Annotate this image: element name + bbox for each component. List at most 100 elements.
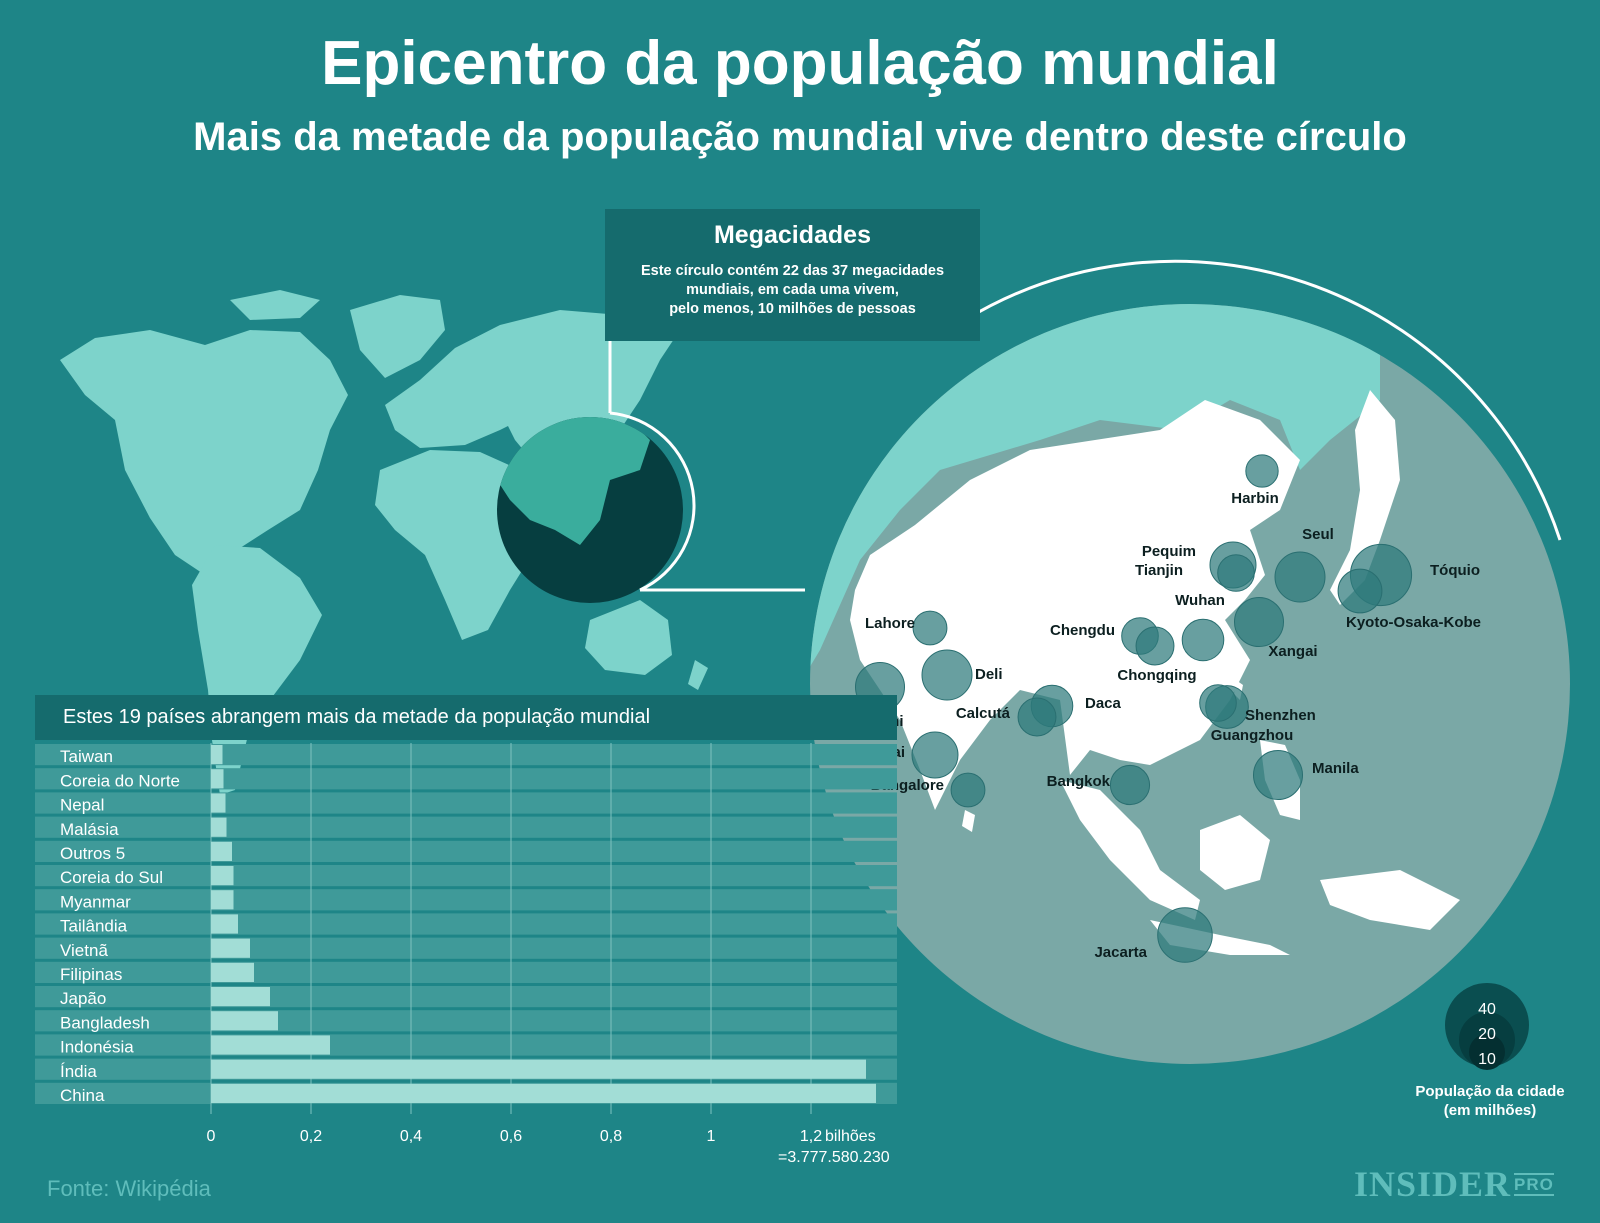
bar-tailandia [211,914,238,934]
city-label-manila: Manila [1312,760,1359,777]
bar-china [211,1083,876,1103]
x-tick-label: 0,2 [300,1128,322,1145]
bar-outros-5 [211,841,232,861]
city-label-guangzhou: Guangzhou [1211,727,1294,744]
bar-myanmar [211,890,234,910]
city-label-pequim: Pequim [1142,543,1196,560]
bar-label-coreia-do-sul: Coreia do Sul [60,868,163,887]
x-tick-label: 1 [707,1128,716,1145]
bar-india [211,1059,866,1079]
logo-sup: PRO [1514,1173,1554,1196]
city-label-chongqing: Chongqing [1117,667,1196,684]
bar-filipinas [211,962,254,982]
zoom-circle-japan [1330,390,1400,605]
bar-label-filipinas: Filipinas [60,965,122,984]
australia-shape [585,600,672,675]
bar-coreia-do-norte [211,769,224,789]
page-title: Epicentro da população mundial [321,29,1279,98]
size-legend-label-1: População da cidade [1415,1083,1564,1100]
city-bubble-harbin [1245,454,1279,488]
city-bubble-tianjin [1217,554,1255,592]
city-label-tianjin: Tianjin [1135,562,1183,579]
city-bubble-deli [921,649,973,701]
bar-row-band [35,986,897,1008]
city-label-deli: Deli [975,666,1003,683]
bar-row-band [35,937,897,959]
city-label-calcuta: Calcutá [956,705,1011,722]
zoom-circle-asia-land [850,400,1300,810]
megacities-text-line1: Este círculo contém 22 das 37 megacidade… [640,263,945,279]
bar-row-band [35,1010,897,1032]
megacities-text-line3: pelo menos, 10 milhões de pessoas [669,301,916,317]
bar-row-band [35,913,897,935]
page-subtitle: Mais da metade da população mundial vive… [193,115,1407,159]
x-tick-label: 0,6 [500,1128,522,1145]
focus-circle-land-small [497,417,650,545]
bar-malasia [211,817,227,837]
bar-indonesia [211,1035,330,1055]
bar-label-tailandia: Tailândia [60,917,128,936]
bar-row-band [35,792,897,814]
bar-label-taiwan: Taiwan [60,747,113,766]
bar-label-japao: Japão [60,989,106,1008]
bar-row-band [35,961,897,983]
megacities-text: Este círculo contém 22 das 37 megacidade… [605,262,980,319]
city-label-xangai: Xangai [1268,643,1317,660]
north-america-shape [60,330,348,575]
city-label-shenzhen: Shenzhen [1245,707,1316,724]
bar-label-vietna: Vietnã [60,941,108,960]
bar-chart-title: Estes 19 países abrangem mais da metade … [35,695,897,740]
city-label-toquio: Tóquio [1430,562,1480,579]
size-legend-value-40: 40 [1478,1001,1496,1018]
greenland-shape [350,295,445,378]
bar-taiwan [211,745,223,765]
x-tick-label: 0,8 [600,1128,622,1145]
city-bubble-xangai [1233,596,1285,648]
zoom-circle-srilanka [962,810,975,832]
city-label-chengdu: Chengdu [1050,622,1115,639]
bar-bangladesh [211,1011,278,1031]
city-bubble-jacarta [1157,907,1213,963]
city-label-seul: Seul [1302,526,1334,543]
bar-nepal [211,793,226,813]
bar-label-outros-5: Outros 5 [60,844,125,863]
city-bubble-calcuta [1017,697,1057,737]
bar-vietna [211,938,250,958]
city-bubble-wuhan [1181,618,1225,662]
bar-label-nepal: Nepal [60,796,104,815]
total-label: =3.777.580.230 [778,1149,890,1166]
bar-row-band [35,768,897,790]
zoom-circle-borneo [1200,815,1270,890]
bar-label-coreia-do-norte: Coreia do Norte [60,771,180,790]
zoom-circle-arc [964,259,1562,541]
bar-row-band [35,889,897,911]
bar-label-malasia: Malásia [60,820,119,839]
city-label-lahore: Lahore [865,615,915,632]
bar-label-china: China [60,1086,105,1105]
bar-row-band [35,865,897,887]
megacities-heading: Megacidades [713,221,871,249]
size-legend-value-10: 10 [1478,1051,1496,1068]
bar-row-band [35,1034,897,1056]
city-label-kyoto-osaka-kobe: Kyoto-Osaka-Kobe [1346,614,1481,631]
city-bubble-manila [1252,749,1304,801]
city-bubble-kyoto-osaka-kobe [1337,568,1383,614]
zoom-circle-new-guinea [1320,870,1460,930]
logo-main: INSIDER [1354,1164,1512,1204]
city-bubble-guangzhou [1199,684,1237,722]
arctic-islands-shape [230,290,320,320]
bar-label-indonesia: Indonésia [60,1038,134,1057]
city-label-wuhan: Wuhan [1175,592,1225,609]
x-unit-label: bilhões [825,1128,876,1145]
size-legend-value-20: 20 [1478,1026,1496,1043]
city-label-bangkok: Bangkok [1047,773,1111,790]
city-bubble-mumbai [911,731,959,779]
city-bubble-lahore [912,610,948,646]
zoom-circle-indochina [1060,780,1200,920]
city-bubble-chongqing [1135,626,1175,666]
city-bubble-bangkok [1109,764,1151,806]
connector-arc [609,411,696,592]
size-legend-circle-10 [1469,1034,1505,1070]
